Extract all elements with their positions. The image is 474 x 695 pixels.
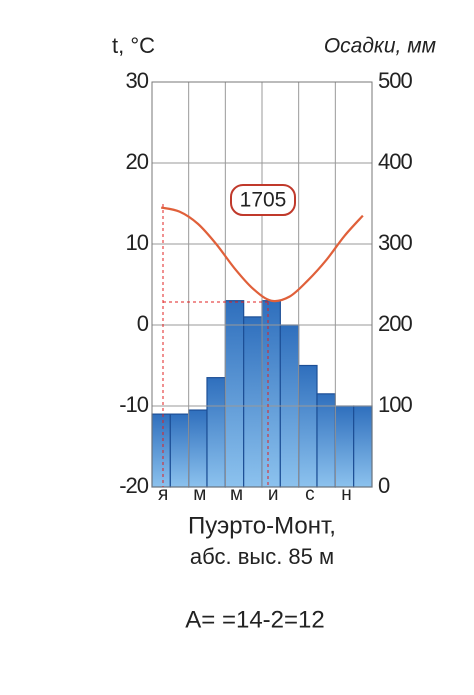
annotation: 1705 xyxy=(240,189,287,212)
y-tick-label: -20 xyxy=(119,473,149,498)
amplitude-guides xyxy=(162,204,269,487)
precipitation-bar xyxy=(316,393,336,488)
precipitation-bar xyxy=(243,316,263,488)
station-name: Пуэрто-Монт, xyxy=(188,512,336,539)
x-tick-label: я xyxy=(158,484,168,505)
y2-tick-label: 200 xyxy=(378,311,412,336)
y-tick-label: 30 xyxy=(126,68,149,93)
y-axis-label: t, °C xyxy=(112,33,155,58)
y-tick-label: 0 xyxy=(137,311,149,336)
y-tick-label: -10 xyxy=(119,392,149,417)
x-tick-label: н xyxy=(341,484,352,505)
precipitation-bar xyxy=(334,405,355,488)
precipitation-bar xyxy=(298,364,318,488)
y-tick-label: 20 xyxy=(126,149,149,174)
station-elevation: абс. выс. 85 м xyxy=(190,544,334,569)
y2-tick-label: 300 xyxy=(378,230,412,255)
y-tick-label: 10 xyxy=(126,230,149,255)
y2-tick-label: 500 xyxy=(378,68,412,93)
precipitation-bar xyxy=(206,377,226,488)
amplitude-note: A= =14-2=12 xyxy=(185,606,324,633)
y2-axis-label: Осадки, мм xyxy=(324,35,436,58)
precipitation-bar xyxy=(353,405,373,488)
temperature-line xyxy=(160,206,364,303)
x-tick-label: с xyxy=(305,484,315,505)
x-tick-label: м xyxy=(193,484,206,505)
x-tick-label: м xyxy=(230,484,243,505)
precipitation-bar xyxy=(224,300,245,488)
annotation-box xyxy=(230,184,296,216)
x-tick-label: и xyxy=(268,484,279,505)
y2-tick-label: 400 xyxy=(378,149,412,174)
y2-tick-label: 100 xyxy=(378,392,412,417)
precipitation-bar xyxy=(151,413,171,488)
precipitation-bar xyxy=(188,409,208,488)
y2-tick-label: 0 xyxy=(378,473,390,498)
precipitation-bar xyxy=(261,300,281,488)
precipitation-bar xyxy=(169,413,190,488)
plot-frame xyxy=(151,81,373,488)
